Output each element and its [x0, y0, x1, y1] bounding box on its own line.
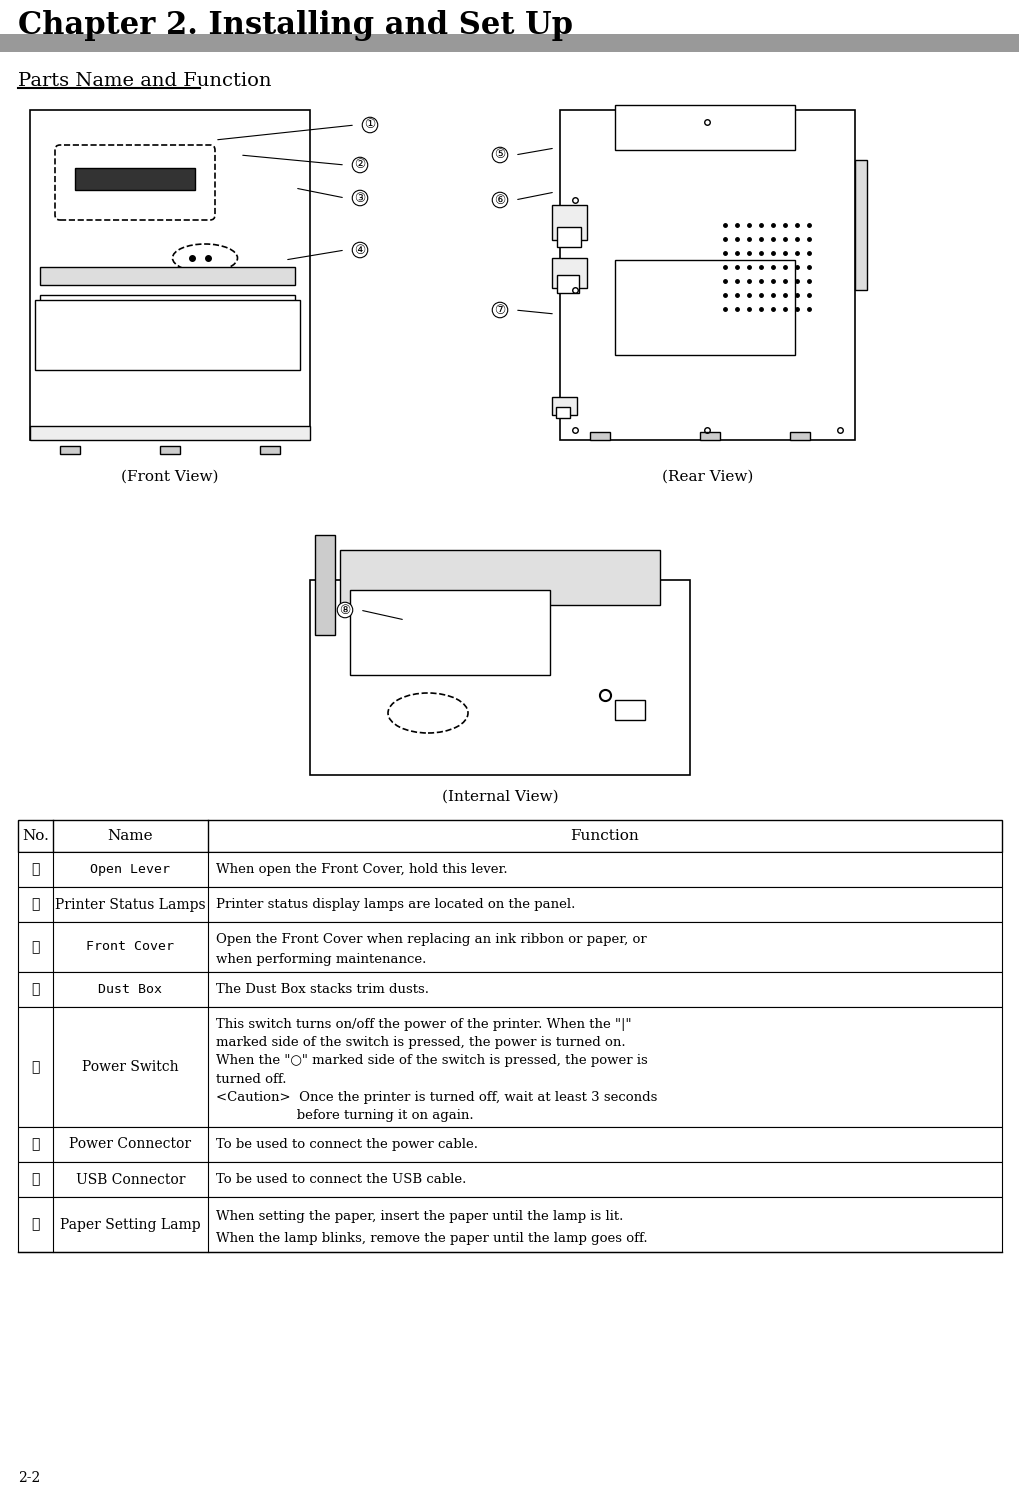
Text: (Front View): (Front View) [121, 470, 218, 484]
Bar [18, 1162, 1001, 1197]
Bar [556, 274, 579, 292]
Text: (Rear View): (Rear View) [661, 470, 753, 484]
Text: <Caution>  Once the printer is turned off, wait at least 3 seconds: <Caution> Once the printer is turned off… [216, 1090, 656, 1104]
FancyBboxPatch shape [55, 146, 215, 220]
Text: ③: ③ [32, 940, 40, 954]
Text: ⑥: ⑥ [494, 194, 505, 207]
Bar [18, 922, 1001, 972]
Text: Power Switch: Power Switch [83, 1060, 178, 1074]
Text: when performing maintenance.: when performing maintenance. [216, 954, 426, 966]
Text: Front Cover: Front Cover [87, 940, 174, 954]
Bar [18, 1007, 1001, 1126]
Ellipse shape [172, 244, 237, 272]
FancyBboxPatch shape [0, 34, 1019, 53]
Bar [18, 886, 1001, 922]
Text: To be used to connect the USB cable.: To be used to connect the USB cable. [216, 1173, 466, 1186]
Text: When setting the paper, insert the paper until the lamp is lit.: When setting the paper, insert the paper… [216, 1209, 623, 1222]
Text: Power Connector: Power Connector [69, 1137, 192, 1152]
Text: ③: ③ [354, 192, 365, 204]
Text: Printer Status Lamps: Printer Status Lamps [55, 897, 206, 912]
Bar [854, 160, 866, 290]
Bar [18, 1126, 1001, 1162]
Text: ②: ② [354, 159, 365, 171]
Text: ④: ④ [354, 243, 365, 256]
Text: ①: ① [364, 118, 375, 132]
Bar [40, 267, 294, 285]
Text: ⑥: ⑥ [32, 1137, 40, 1152]
Bar [790, 432, 809, 439]
Text: 2-2: 2-2 [18, 1472, 40, 1485]
Text: This switch turns on/off the power of the printer. When the "|": This switch turns on/off the power of th… [216, 1017, 631, 1031]
Bar [160, 446, 179, 454]
Bar [559, 110, 854, 439]
Text: When open the Front Cover, hold this lever.: When open the Front Cover, hold this lev… [216, 862, 507, 876]
Text: Open the Front Cover when replacing an ink ribbon or paper, or: Open the Front Cover when replacing an i… [216, 933, 646, 946]
Bar [614, 105, 794, 150]
Bar [555, 406, 570, 418]
Ellipse shape [387, 693, 468, 734]
Bar [350, 590, 549, 675]
Bar [40, 296, 294, 326]
Text: Paper Setting Lamp: Paper Setting Lamp [60, 1218, 201, 1231]
Text: Parts Name and Function: Parts Name and Function [18, 72, 271, 90]
Text: ④: ④ [32, 982, 40, 996]
Bar [35, 300, 300, 370]
Bar [339, 550, 659, 604]
Text: ⑤: ⑤ [32, 1060, 40, 1074]
Bar [310, 580, 689, 776]
Bar [614, 260, 794, 356]
Text: ②: ② [32, 897, 40, 912]
Bar [18, 1197, 1001, 1252]
Text: Dust Box: Dust Box [99, 982, 162, 996]
Bar [30, 110, 310, 439]
Bar [699, 432, 719, 439]
Text: When the lamp blinks, remove the paper until the lamp goes off.: When the lamp blinks, remove the paper u… [216, 1233, 647, 1245]
Text: USB Connector: USB Connector [75, 1173, 185, 1186]
Bar [589, 432, 609, 439]
Text: before turning it on again.: before turning it on again. [216, 1110, 473, 1122]
Bar [556, 226, 581, 248]
Text: turned off.: turned off. [216, 1072, 286, 1086]
Bar [551, 258, 586, 288]
Text: (Internal View): (Internal View) [441, 790, 557, 804]
Text: Name: Name [108, 830, 153, 843]
Bar [18, 852, 1001, 886]
Text: When the "○" marked side of the switch is pressed, the power is: When the "○" marked side of the switch i… [216, 1054, 647, 1068]
Bar [551, 206, 586, 240]
Text: Printer status display lamps are located on the panel.: Printer status display lamps are located… [216, 898, 575, 910]
Text: No.: No. [22, 830, 49, 843]
Text: ⑦: ⑦ [494, 303, 505, 316]
Text: ⑧: ⑧ [339, 603, 351, 616]
Text: Chapter 2. Installing and Set Up: Chapter 2. Installing and Set Up [18, 10, 573, 40]
Text: marked side of the switch is pressed, the power is turned on.: marked side of the switch is pressed, th… [216, 1036, 625, 1048]
Text: ⑧: ⑧ [32, 1218, 40, 1231]
Bar [30, 426, 310, 439]
Text: The Dust Box stacks trim dusts.: The Dust Box stacks trim dusts. [216, 982, 429, 996]
Text: To be used to connect the power cable.: To be used to connect the power cable. [216, 1138, 478, 1150]
Text: ①: ① [32, 862, 40, 876]
Text: Open Lever: Open Lever [91, 862, 170, 876]
Bar [18, 821, 1001, 852]
Bar [260, 446, 280, 454]
Bar [551, 398, 577, 416]
Text: ⑤: ⑤ [494, 148, 505, 162]
Text: ⑦: ⑦ [32, 1173, 40, 1186]
Bar [75, 168, 195, 190]
Bar [614, 700, 644, 720]
Bar [18, 972, 1001, 1006]
Text: Function: Function [570, 830, 639, 843]
Bar [315, 536, 334, 634]
Bar [60, 446, 79, 454]
